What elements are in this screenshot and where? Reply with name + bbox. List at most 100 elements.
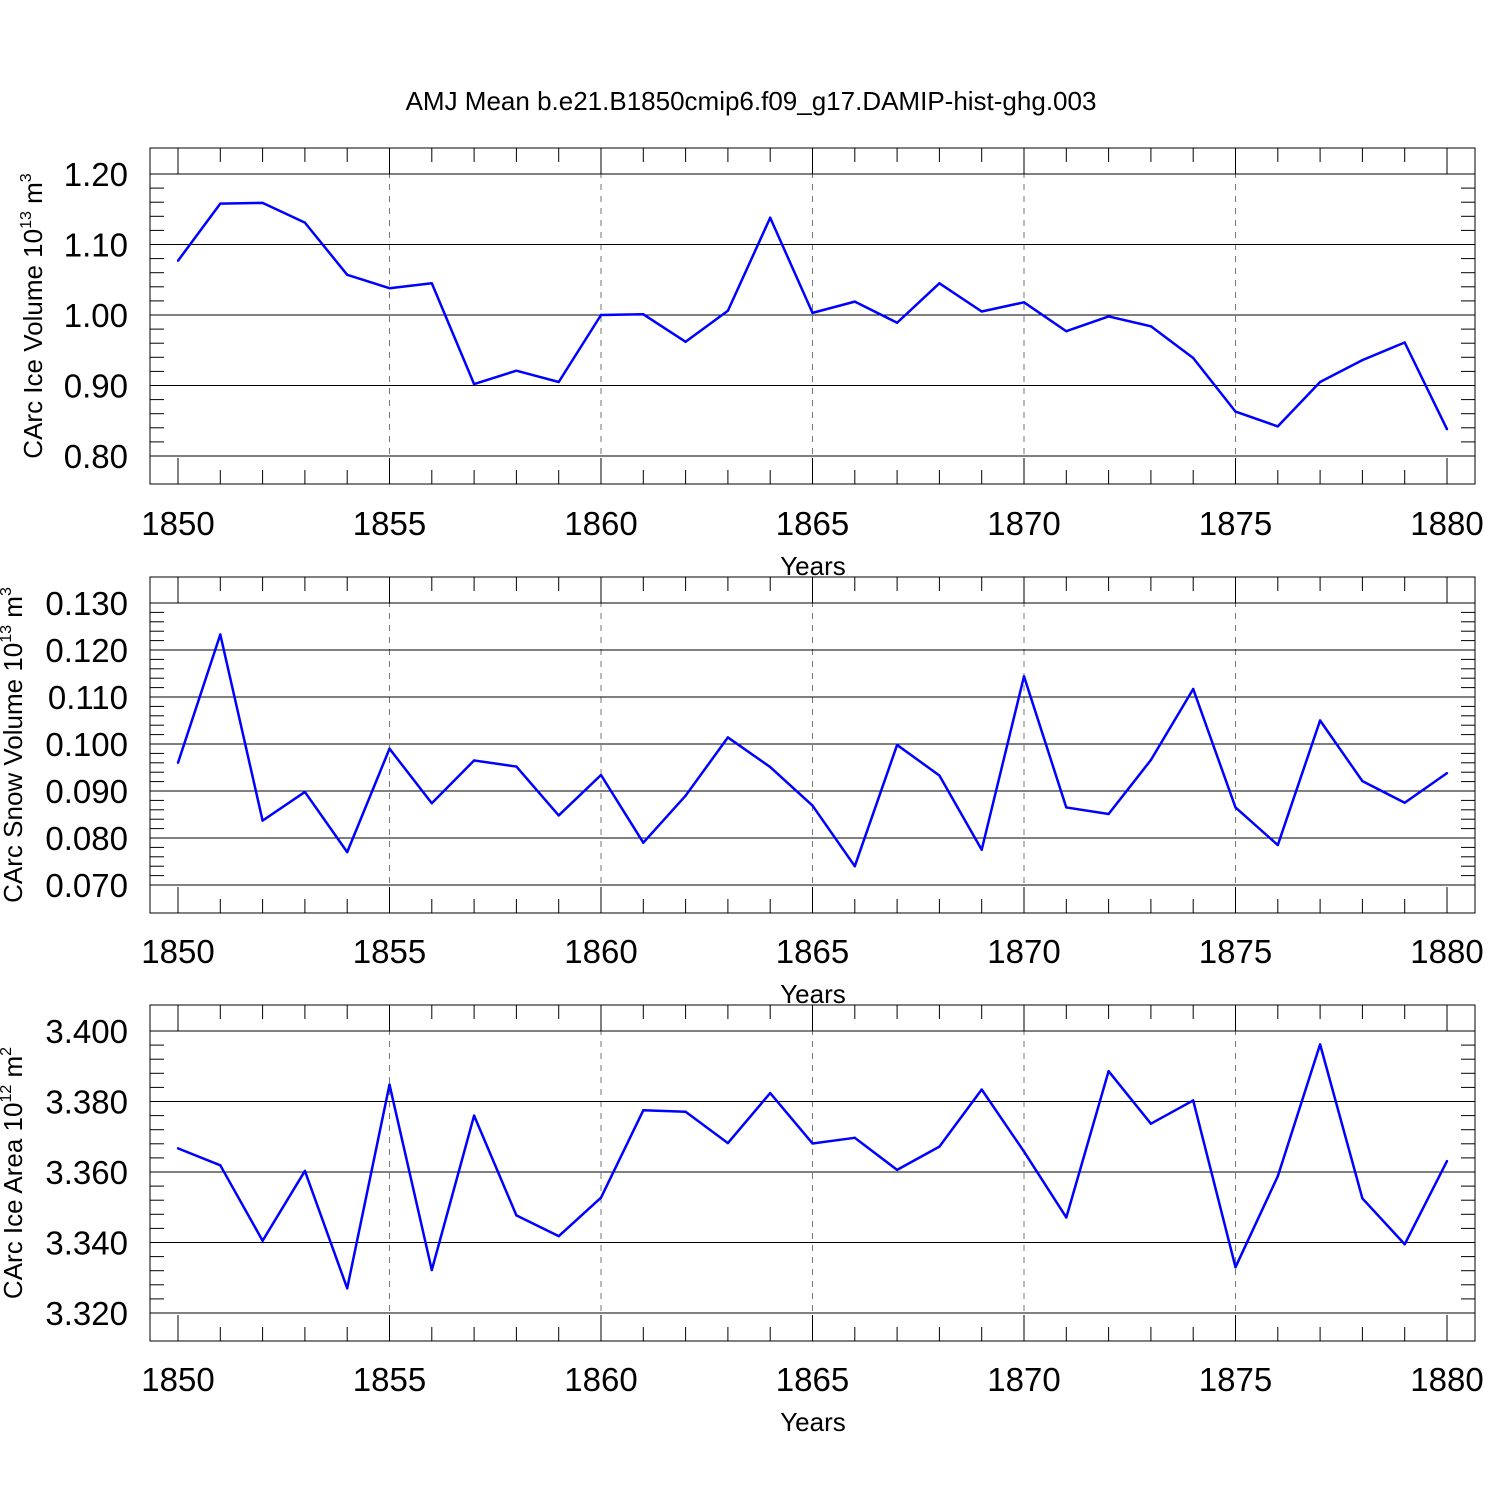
data-point — [980, 310, 983, 313]
data-point — [642, 1109, 645, 1112]
data-point — [684, 340, 687, 343]
data-point — [1022, 675, 1026, 678]
data-point — [1276, 425, 1280, 428]
x-tick-label: 1865 — [776, 505, 849, 542]
x-tick-label: 1855 — [353, 933, 426, 970]
y-tick-label: 3.320 — [45, 1295, 128, 1332]
x-axis-title: Years — [780, 1407, 846, 1437]
x-tick-label: 1865 — [776, 1361, 849, 1398]
x-tick-label: 1875 — [1199, 505, 1272, 542]
data-point — [176, 761, 180, 764]
data-point — [853, 1136, 856, 1140]
panel-ice-area: 3.320 3.340 3.360 3.380 3.400 1850 1855 1860 186… — [0, 1004, 1484, 1437]
x-tick-label: 1860 — [564, 505, 637, 542]
data-point — [1361, 1197, 1364, 1200]
data-point — [219, 202, 222, 205]
data-point — [599, 1196, 603, 1199]
data-point — [1445, 1159, 1449, 1163]
data-point — [472, 759, 476, 762]
data-point — [515, 765, 518, 768]
x-tick-label: 1875 — [1199, 1361, 1272, 1398]
data-point — [1234, 806, 1237, 809]
y-tick-label: 3.360 — [45, 1154, 128, 1191]
data-point — [1445, 428, 1449, 431]
data-point — [1403, 801, 1406, 804]
x-tick-label: 1880 — [1410, 933, 1483, 970]
data-point — [303, 1169, 307, 1173]
x-tick-label: 1860 — [564, 1361, 637, 1398]
data-point — [303, 221, 307, 224]
x-tick-label: 1880 — [1410, 505, 1483, 542]
data-point — [430, 802, 433, 805]
x-tick-label: 1855 — [353, 505, 426, 542]
x-tick-label: 1870 — [987, 933, 1060, 970]
data-point — [1107, 315, 1110, 318]
y-tick-label: 0.070 — [45, 867, 128, 904]
y-axis-title: CArc Ice Area 1012 m2 — [0, 1047, 28, 1299]
x-tick-label: 1850 — [141, 505, 214, 542]
data-point — [769, 765, 772, 769]
data-point — [388, 287, 391, 290]
x-tick-label: 1875 — [1199, 933, 1272, 970]
data-point — [1234, 410, 1237, 413]
data-point — [726, 1141, 730, 1145]
data-point — [219, 1164, 222, 1167]
data-point — [430, 1268, 433, 1272]
y-tick-label: 3.340 — [45, 1225, 128, 1262]
data-point — [726, 736, 730, 739]
data-point — [346, 273, 349, 277]
data-point — [895, 321, 899, 324]
y-tick-label: 3.400 — [45, 1013, 128, 1050]
x-tick-label: 1870 — [987, 1361, 1060, 1398]
x-tick-label: 1865 — [776, 933, 849, 970]
data-point — [1149, 325, 1153, 328]
data-point — [472, 1114, 476, 1117]
data-point — [938, 774, 941, 777]
data-point — [1361, 358, 1364, 362]
data-point — [684, 1110, 687, 1113]
data-point — [557, 814, 560, 817]
data-point — [176, 259, 180, 262]
y-tick-label: 0.100 — [45, 726, 128, 763]
x-tick-label: 1855 — [353, 1361, 426, 1398]
y-tick-label: 1.10 — [64, 227, 128, 264]
data-point — [1318, 380, 1322, 384]
data-point — [853, 865, 856, 868]
x-tick-label: 1880 — [1410, 1361, 1483, 1398]
y-tick-label: 0.080 — [45, 820, 128, 857]
data-point — [684, 794, 687, 797]
y-axis-title: CArc Ice Volume 1013 m3 — [18, 173, 48, 458]
data-point — [938, 282, 941, 285]
data-point — [472, 382, 476, 386]
data-point — [769, 216, 772, 219]
y-tick-label: 0.80 — [64, 438, 128, 475]
x-tick-label: 1870 — [987, 505, 1060, 542]
data-point — [1107, 812, 1110, 816]
data-point — [1403, 341, 1406, 344]
data-point — [1403, 1243, 1406, 1246]
data-point — [557, 1234, 560, 1238]
x-tick-label: 1850 — [141, 1361, 214, 1398]
y-tick-label: 0.110 — [48, 679, 128, 716]
x-axis-title: Years — [780, 979, 846, 1009]
data-point — [1065, 330, 1068, 333]
data-point — [599, 313, 603, 317]
data-point — [515, 369, 518, 372]
data-point — [980, 848, 983, 851]
data-point — [261, 201, 264, 205]
y-tick-label: 0.090 — [45, 773, 128, 810]
y-tick-label: 1.00 — [64, 297, 128, 334]
panel-snow-volume: 0.070 0.080 0.090 0.100 0.110 0.120 0.130 1850 1… — [0, 576, 1484, 1009]
data-point — [1192, 1099, 1195, 1102]
data-point — [176, 1147, 180, 1150]
data-point — [1361, 779, 1364, 783]
y-tick-label: 0.120 — [45, 632, 128, 669]
data-point — [853, 300, 856, 303]
data-point — [303, 790, 307, 794]
data-point — [895, 1168, 899, 1172]
data-point — [980, 1088, 983, 1091]
data-point — [1107, 1069, 1110, 1073]
data-point — [642, 313, 645, 316]
data-point — [1192, 687, 1195, 691]
y-tick-label: 0.130 — [45, 585, 128, 622]
